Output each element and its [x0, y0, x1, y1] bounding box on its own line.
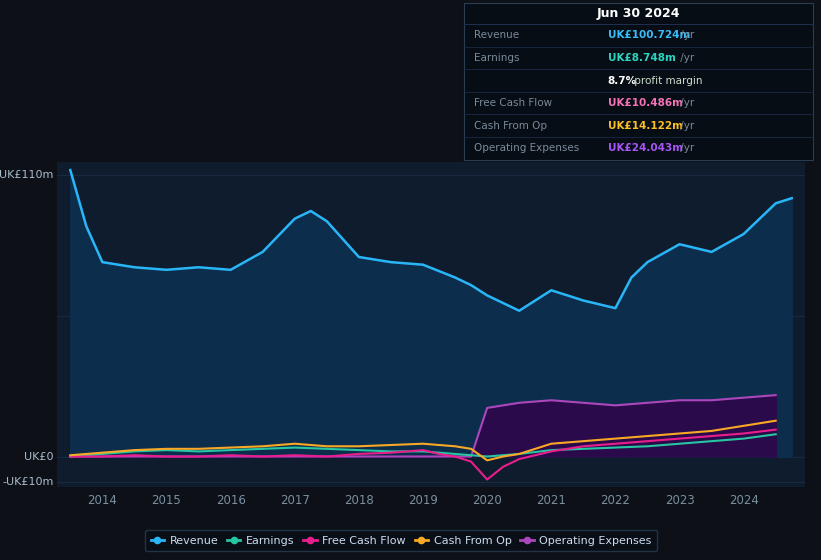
- Legend: Revenue, Earnings, Free Cash Flow, Cash From Op, Operating Expenses: Revenue, Earnings, Free Cash Flow, Cash …: [145, 530, 658, 552]
- Text: /yr: /yr: [677, 143, 695, 153]
- Text: UK£14.122m: UK£14.122m: [608, 121, 682, 130]
- Text: Jun 30 2024: Jun 30 2024: [597, 7, 680, 20]
- Text: -UK£10m: -UK£10m: [2, 477, 53, 487]
- Text: /yr: /yr: [677, 53, 695, 63]
- Text: /yr: /yr: [677, 98, 695, 108]
- Text: /yr: /yr: [677, 121, 695, 130]
- Text: /yr: /yr: [677, 30, 695, 40]
- Text: Free Cash Flow: Free Cash Flow: [474, 98, 552, 108]
- Text: UK£24.043m: UK£24.043m: [608, 143, 683, 153]
- Text: Revenue: Revenue: [474, 30, 519, 40]
- Text: UK£10.486m: UK£10.486m: [608, 98, 682, 108]
- Text: Earnings: Earnings: [474, 53, 519, 63]
- Text: UK£110m: UK£110m: [0, 170, 53, 180]
- Text: UK£8.748m: UK£8.748m: [608, 53, 676, 63]
- Text: profit margin: profit margin: [631, 76, 702, 86]
- Text: Cash From Op: Cash From Op: [474, 121, 547, 130]
- Text: 8.7%: 8.7%: [608, 76, 636, 86]
- Text: UK£100.724m: UK£100.724m: [608, 30, 690, 40]
- Text: UK£0: UK£0: [25, 451, 53, 461]
- Text: Operating Expenses: Operating Expenses: [474, 143, 579, 153]
